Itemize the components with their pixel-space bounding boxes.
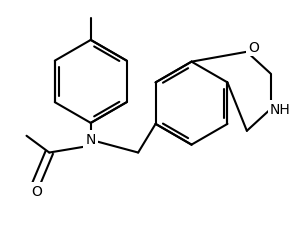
Text: NH: NH — [270, 103, 291, 117]
Text: O: O — [31, 184, 42, 198]
Text: N: N — [85, 132, 96, 146]
Text: O: O — [248, 41, 259, 55]
